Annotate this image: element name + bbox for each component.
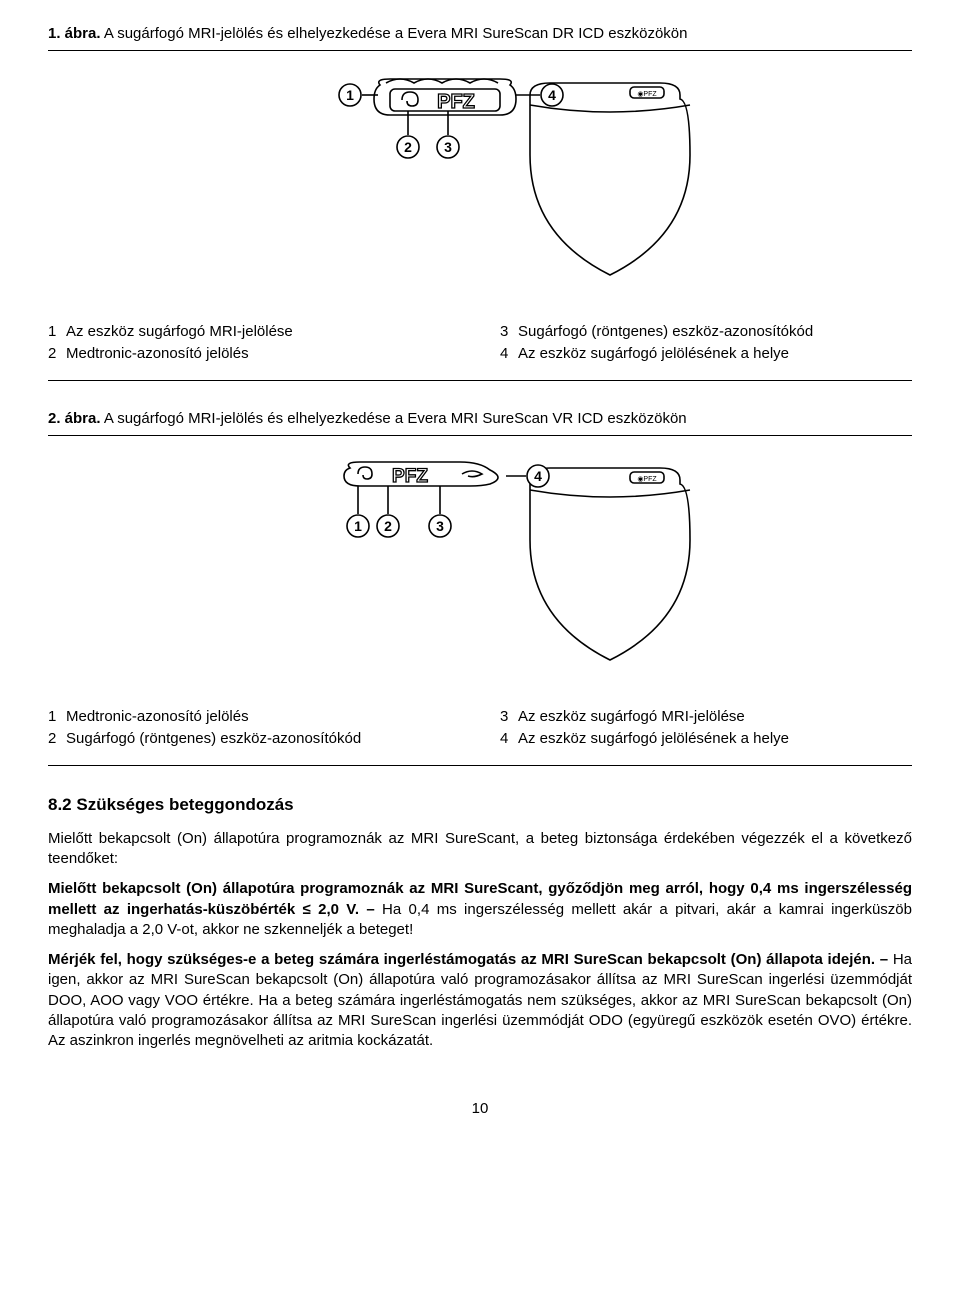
svg-text:◉PFZ: ◉PFZ bbox=[637, 91, 657, 98]
legend-text: Az eszköz sugárfogó MRI-jelölése bbox=[66, 322, 293, 342]
legend-num: 2 bbox=[48, 729, 66, 749]
section-p3-lead: Mérjék fel, hogy szükséges-e a beteg szá… bbox=[48, 951, 888, 968]
figure2-caption: 2. ábra. A sugárfogó MRI-jelölés és elhe… bbox=[48, 409, 912, 429]
fig1-callout-2: 2 bbox=[404, 139, 412, 155]
figure2-svg-wrap: ◉PFZ PFZ 1 2 3 4 bbox=[48, 450, 912, 686]
figure2-diagram: ◉PFZ PFZ 1 2 3 4 bbox=[230, 450, 730, 680]
legend-item: 2 Medtronic-azonosító jelölés bbox=[48, 344, 460, 364]
legend-num: 2 bbox=[48, 344, 66, 364]
figure2-rule-top bbox=[48, 435, 912, 436]
figure1-rule-top bbox=[48, 50, 912, 51]
figure1-legend: 1 Az eszköz sugárfogó MRI-jelölése 2 Med… bbox=[48, 320, 912, 367]
legend-item: 1 Medtronic-azonosító jelölés bbox=[48, 707, 460, 727]
section-p1: Mielőtt bekapcsolt (On) állapotúra progr… bbox=[48, 829, 912, 870]
figure2-rule-bottom bbox=[48, 765, 912, 766]
legend-item: 3 Sugárfogó (röntgenes) eszköz-azonosító… bbox=[500, 322, 912, 342]
legend-num: 3 bbox=[500, 322, 518, 342]
figure1-caption: 1. ábra. A sugárfogó MRI-jelölés és elhe… bbox=[48, 24, 912, 44]
figure2-title: A sugárfogó MRI-jelölés és elhelyezkedés… bbox=[104, 410, 687, 427]
fig1-callout-3: 3 bbox=[444, 139, 452, 155]
legend-num: 3 bbox=[500, 707, 518, 727]
legend-item: 4 Az eszköz sugárfogó jelölésének a hely… bbox=[500, 344, 912, 364]
fig1-callout-1: 1 bbox=[346, 87, 354, 103]
legend-text: Sugárfogó (röntgenes) eszköz-azonosítókó… bbox=[66, 729, 361, 749]
legend-num: 1 bbox=[48, 707, 66, 727]
legend-text: Az eszköz sugárfogó jelölésének a helye bbox=[518, 729, 789, 749]
legend-text: Medtronic-azonosító jelölés bbox=[66, 344, 249, 364]
svg-text:PFZ: PFZ bbox=[392, 466, 428, 487]
figure2-label: 2. ábra. bbox=[48, 410, 101, 427]
legend-num: 1 bbox=[48, 322, 66, 342]
legend-item: 4 Az eszköz sugárfogó jelölésének a hely… bbox=[500, 729, 912, 749]
legend-num: 4 bbox=[500, 344, 518, 364]
svg-text:PFZ: PFZ bbox=[437, 91, 475, 113]
fig1-callout-4: 4 bbox=[548, 87, 556, 103]
fig2-callout-4: 4 bbox=[534, 468, 542, 484]
page-number: 10 bbox=[48, 1099, 912, 1119]
legend-text: Az eszköz sugárfogó jelölésének a helye bbox=[518, 344, 789, 364]
fig2-callout-3: 3 bbox=[436, 518, 444, 534]
section-heading: 8.2 Szükséges beteggondozás bbox=[48, 794, 912, 817]
legend-text: Medtronic-azonosító jelölés bbox=[66, 707, 249, 727]
legend-item: 1 Az eszköz sugárfogó MRI-jelölése bbox=[48, 322, 460, 342]
section-p2: Mielőtt bekapcsolt (On) állapotúra progr… bbox=[48, 879, 912, 940]
figure1-diagram: ◉PFZ PFZ 1 2 3 4 bbox=[230, 65, 730, 295]
figure1-label: 1. ábra. bbox=[48, 25, 101, 42]
legend-item: 2 Sugárfogó (röntgenes) eszköz-azonosító… bbox=[48, 729, 460, 749]
legend-text: Sugárfogó (röntgenes) eszköz-azonosítókó… bbox=[518, 322, 813, 342]
figure1-rule-bottom bbox=[48, 380, 912, 381]
fig2-callout-2: 2 bbox=[384, 518, 392, 534]
legend-text: Az eszköz sugárfogó MRI-jelölése bbox=[518, 707, 745, 727]
fig2-callout-1: 1 bbox=[354, 518, 362, 534]
legend-item: 3 Az eszköz sugárfogó MRI-jelölése bbox=[500, 707, 912, 727]
legend-num: 4 bbox=[500, 729, 518, 749]
figure2-legend: 1 Medtronic-azonosító jelölés 2 Sugárfog… bbox=[48, 705, 912, 752]
svg-text:◉PFZ: ◉PFZ bbox=[637, 476, 657, 483]
section-p3: Mérjék fel, hogy szükséges-e a beteg szá… bbox=[48, 950, 912, 1051]
figure1-title: A sugárfogó MRI-jelölés és elhelyezkedés… bbox=[104, 25, 688, 42]
figure1-svg-wrap: ◉PFZ PFZ 1 2 3 4 bbox=[48, 65, 912, 301]
